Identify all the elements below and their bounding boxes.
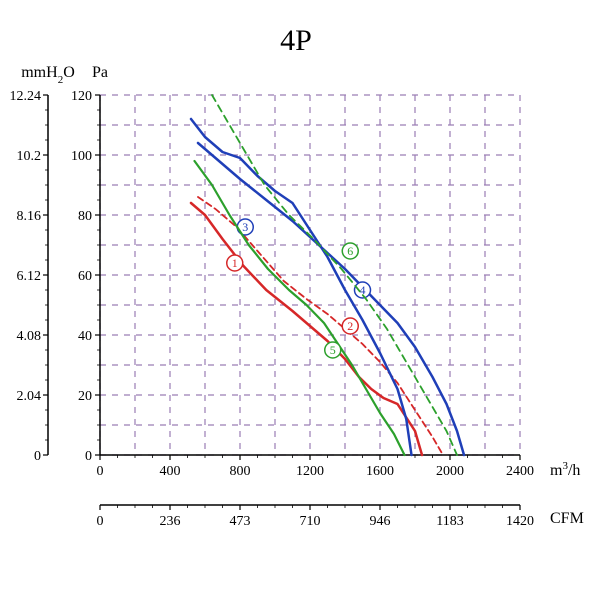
- xtick-cfm: 710: [300, 514, 321, 529]
- chart-title: 4P: [280, 24, 312, 57]
- ytick-mmh2o: 8.16: [17, 209, 42, 224]
- series-badge-label-6: 6: [347, 244, 353, 258]
- xtick-cfm: 236: [160, 514, 181, 529]
- series-3: [191, 119, 412, 455]
- series-badge-label-3: 3: [242, 220, 248, 234]
- series-badge-label-5: 5: [330, 343, 336, 357]
- ytick-mmh2o: 10.2: [17, 149, 42, 164]
- xtick-m3h: 2000: [436, 464, 464, 479]
- xtick-cfm: 946: [370, 514, 391, 529]
- ytick-mmh2o: 0: [34, 449, 41, 464]
- xtick-cfm: 0: [97, 514, 104, 529]
- ytick-pa: 0: [85, 449, 92, 464]
- xaxis-label-cfm: CFM: [550, 510, 584, 527]
- yaxis-label-mmh2o: mmH2O: [21, 64, 75, 86]
- yaxis-label-pa: Pa: [92, 64, 108, 81]
- ytick-pa: 120: [71, 89, 92, 104]
- series-badge-label-2: 2: [347, 319, 353, 333]
- xtick-m3h: 400: [160, 464, 181, 479]
- xtick-m3h: 1600: [366, 464, 394, 479]
- ytick-mmh2o: 12.24: [10, 89, 42, 104]
- series-4: [198, 143, 464, 455]
- ytick-mmh2o: 4.08: [17, 329, 42, 344]
- ytick-pa: 60: [78, 269, 92, 284]
- ytick-pa: 80: [78, 209, 92, 224]
- xtick-m3h: 1200: [296, 464, 324, 479]
- ytick-mmh2o: 6.12: [17, 269, 42, 284]
- pressure-flow-chart: 4P020406080100120Pa02.044.086.128.1610.2…: [0, 0, 593, 597]
- xtick-m3h: 2400: [506, 464, 534, 479]
- xtick-cfm: 473: [230, 514, 251, 529]
- ytick-mmh2o: 2.04: [17, 389, 42, 404]
- xaxis-label-m3h: m3/h: [550, 460, 580, 479]
- ytick-pa: 40: [78, 329, 92, 344]
- xtick-cfm: 1420: [506, 514, 534, 529]
- ytick-pa: 20: [78, 389, 92, 404]
- series-badge-label-1: 1: [232, 256, 238, 270]
- xtick-m3h: 0: [97, 464, 104, 479]
- ytick-pa: 100: [71, 149, 92, 164]
- xtick-m3h: 800: [230, 464, 251, 479]
- xtick-cfm: 1183: [436, 514, 463, 529]
